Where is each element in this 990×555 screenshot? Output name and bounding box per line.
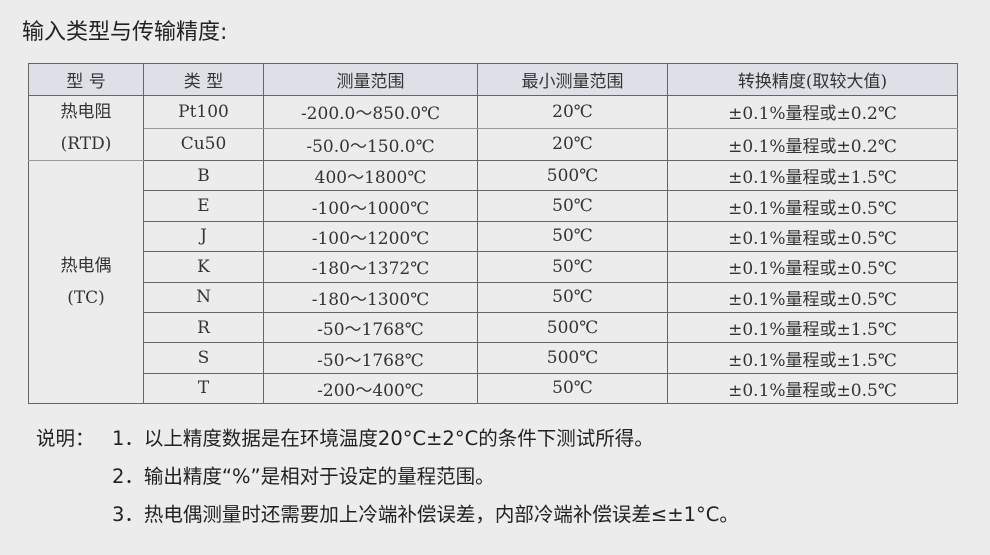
- type-cell: R: [143, 311, 264, 344]
- header-accuracy: 转换精度(取较大值): [667, 63, 958, 96]
- accuracy-cell: ±0.1%量程或±0.2℃: [667, 95, 958, 129]
- header-min-range: 最小测量范围: [477, 63, 668, 96]
- model-code: (TC): [67, 288, 105, 309]
- range-cell: -200.0～850.0℃: [263, 95, 478, 129]
- range-cell: -100～1200℃: [263, 220, 478, 253]
- accuracy-cell: ±0.1%量程或±0.5℃: [667, 372, 958, 405]
- range-cell: -100～1000℃: [263, 190, 478, 222]
- range-cell: 400～1800℃: [263, 159, 478, 192]
- table-row: S -50～1768℃ 500℃ ±0.1%量程或±1.5℃: [29, 342, 958, 374]
- model-cell: 热电阻 (RTD): [28, 95, 144, 161]
- type-cell: B: [143, 159, 264, 192]
- model-name: 热电偶: [60, 256, 112, 277]
- type-cell: J: [143, 220, 264, 253]
- min-range-cell: 500℃: [477, 311, 668, 344]
- accuracy-cell: ±0.1%量程或±0.5℃: [667, 190, 958, 222]
- model-name: 热电阻: [60, 102, 112, 122]
- min-range-cell: 500℃: [477, 159, 668, 192]
- header-range: 测量范围: [263, 63, 478, 96]
- type-cell: Cu50: [143, 127, 264, 161]
- range-cell: -180～1300℃: [263, 281, 478, 313]
- min-range-cell: 500℃: [477, 342, 668, 374]
- type-cell: N: [143, 281, 264, 313]
- table-row: R -50～1768℃ 500℃ ±0.1%量程或±1.5℃: [29, 311, 958, 344]
- header-type: 类 型: [143, 63, 264, 96]
- type-cell: K: [143, 251, 264, 283]
- section-title: 输入类型与传输精度:: [22, 20, 228, 45]
- range-cell: -50～1768℃: [263, 311, 478, 344]
- model-code: (RTD): [60, 134, 112, 154]
- table-row: N -180～1300℃ 50℃ ±0.1%量程或±0.5℃: [29, 281, 958, 313]
- note-item: 2．输出精度“%”是相对于设定的量程范围。: [112, 465, 495, 488]
- accuracy-cell: ±0.1%量程或±1.5℃: [667, 342, 958, 374]
- notes: 说明： 1．以上精度数据是在环境温度20°C±2°C的条件下测试所得。 2．输出精…: [36, 420, 739, 534]
- table-row: 热电偶 (TC) B 400～1800℃ 500℃ ±0.1%量程或±1.5℃: [28, 159, 958, 405]
- note-item: 3．热电偶测量时还需要加上冷端补偿误差，内部冷端补偿误差≤±1°C。: [112, 503, 739, 526]
- table-row: Cu50 -50.0～150.0℃ 20℃ ±0.1%量程或±0.2℃: [29, 127, 958, 161]
- table-row: T -200～400℃ 50℃ ±0.1%量程或±0.5℃: [29, 372, 958, 405]
- model-cell: 热电偶 (TC): [28, 159, 144, 405]
- type-cell: Pt100: [143, 95, 264, 129]
- range-cell: -50.0～150.0℃: [263, 127, 478, 161]
- header-model: 型 号: [28, 63, 144, 96]
- range-cell: -200～400℃: [263, 372, 478, 405]
- min-range-cell: 50℃: [477, 281, 668, 313]
- accuracy-cell: ±0.1%量程或±0.2℃: [667, 127, 958, 161]
- table-row: J -100～1200℃ 50℃ ±0.1%量程或±0.5℃: [29, 220, 958, 253]
- min-range-cell: 50℃: [477, 220, 668, 253]
- accuracy-cell: ±0.1%量程或±1.5℃: [667, 311, 958, 344]
- range-cell: -50～1768℃: [263, 342, 478, 374]
- min-range-cell: 50℃: [477, 190, 668, 222]
- notes-label: 说明：: [36, 427, 95, 450]
- min-range-cell: 20℃: [477, 127, 668, 161]
- min-range-cell: 20℃: [477, 95, 668, 129]
- input-type-table: 型 号 类 型 测量范围 最小测量范围 转换精度(取较大值) 热电阻 (RTD) P…: [28, 63, 958, 405]
- table-header-row: 型 号 类 型 测量范围 最小测量范围 转换精度(取较大值): [28, 63, 958, 96]
- table-row: 热电阻 (RTD) Pt100 -200.0～850.0℃ 20℃ ±0.1%量程或±0.…: [28, 95, 958, 161]
- min-range-cell: 50℃: [477, 372, 668, 405]
- type-cell: S: [143, 342, 264, 374]
- min-range-cell: 50℃: [477, 251, 668, 283]
- note-item: 1．以上精度数据是在环境温度20°C±2°C的条件下测试所得。: [112, 427, 654, 450]
- accuracy-cell: ±0.1%量程或±0.5℃: [667, 251, 958, 283]
- accuracy-cell: ±0.1%量程或±0.5℃: [667, 220, 958, 253]
- accuracy-cell: ±0.1%量程或±1.5℃: [667, 159, 958, 192]
- table-row: E -100～1000℃ 50℃ ±0.1%量程或±0.5℃: [29, 190, 958, 222]
- type-cell: T: [143, 372, 264, 405]
- table-row: K -180～1372℃ 50℃ ±0.1%量程或±0.5℃: [29, 251, 958, 283]
- range-cell: -180～1372℃: [263, 251, 478, 283]
- type-cell: E: [143, 190, 264, 222]
- accuracy-cell: ±0.1%量程或±0.5℃: [667, 281, 958, 313]
